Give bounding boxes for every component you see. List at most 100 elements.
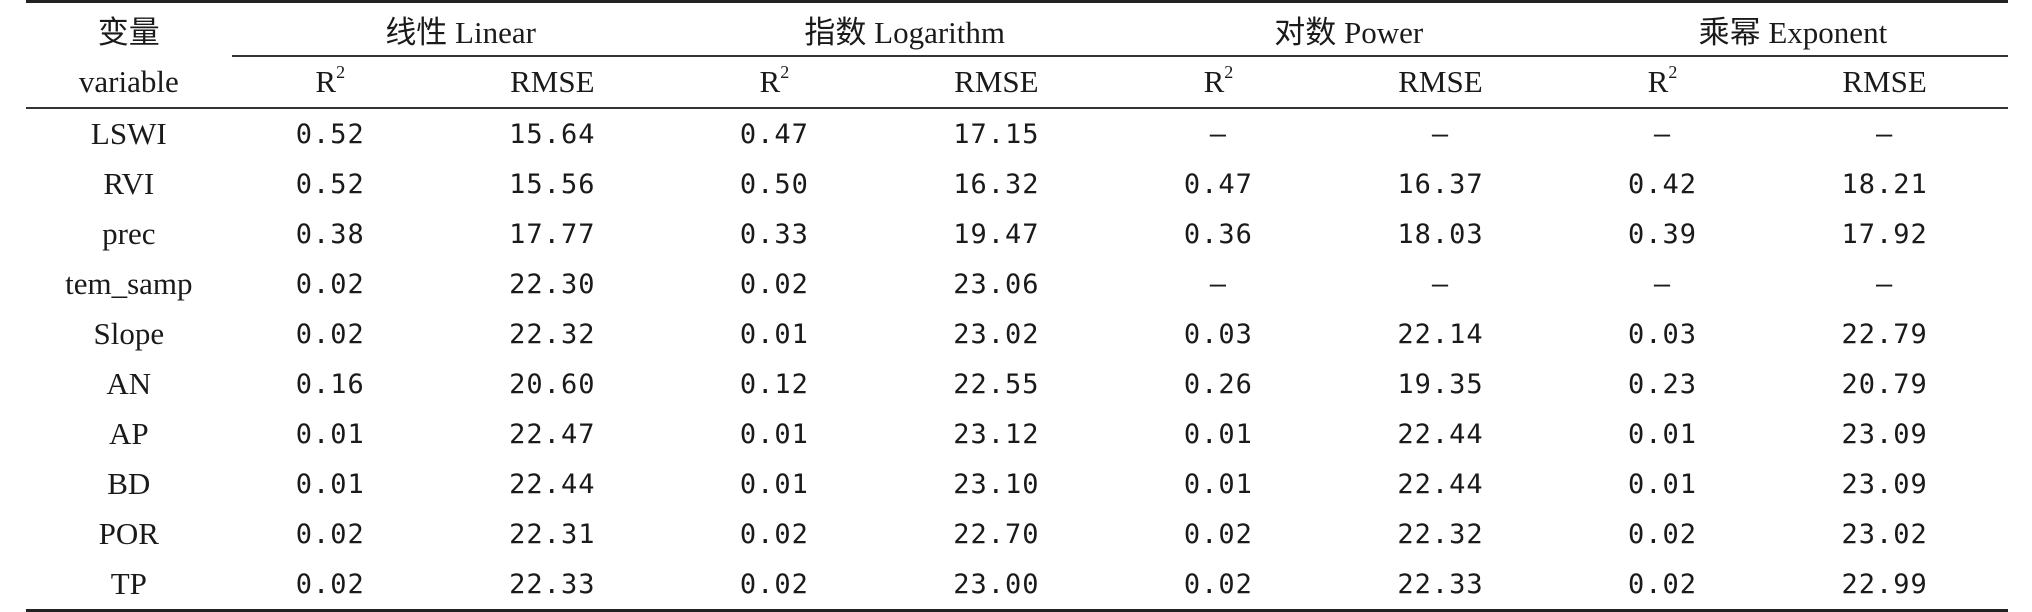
table-row: TP 0.02 22.33 0.02 23.00 0.02 22.33 0.02 22.99 (26, 559, 2008, 612)
group-header-power: 对数 Power (1119, 0, 1564, 57)
power-rmse-cell: 22.44 (1397, 418, 1484, 450)
variable-header-cn: 变量 (26, 0, 232, 56)
exponent-rmse-cell: — (1875, 268, 1894, 300)
exponent-r2-cell: — (1653, 268, 1672, 300)
logarithm-rmse-cell: 23.12 (953, 418, 1040, 450)
linear-r2-cell: 0.02 (295, 318, 365, 350)
table-row: BD 0.01 22.44 0.01 23.10 0.01 22.44 0.01 23.09 (26, 459, 2008, 509)
logarithm-r2-cell: 0.02 (739, 518, 809, 550)
variable-header-en: variable (26, 56, 232, 109)
regression-results-table: 变量 线性 Linear 指数 Logarithm 对数 Power 乘幂 Ex… (26, 0, 2008, 612)
linear-rmse-cell: 22.31 (509, 518, 596, 550)
power-rmse-cell: 19.35 (1397, 368, 1484, 400)
exponent-rmse-cell: 20.79 (1841, 368, 1928, 400)
logarithm-r2-cell: 0.02 (739, 268, 809, 300)
power-r2-cell: 0.26 (1183, 368, 1253, 400)
exponent-rmse-cell: 22.79 (1841, 318, 1928, 350)
exponent-r2-cell: 0.02 (1627, 518, 1697, 550)
exponent-r2-cell: 0.01 (1627, 468, 1697, 500)
header-row-groups: 变量 线性 Linear 指数 Logarithm 对数 Power 乘幂 Ex… (26, 0, 2008, 57)
r2-header: R2 (1119, 56, 1318, 109)
logarithm-r2-cell: 0.01 (739, 318, 809, 350)
linear-rmse-cell: 22.33 (428, 559, 676, 612)
exponent-r2-cell: 0.01 (1627, 418, 1697, 450)
rmse-header: RMSE (1761, 56, 2008, 109)
regression-table-container: 变量 线性 Linear 指数 Logarithm 对数 Power 乘幂 Ex… (26, 0, 2008, 612)
exponent-rmse-cell: 18.21 (1841, 168, 1928, 200)
table-row: tem_samp 0.02 22.30 0.02 23.06 — — — — (26, 259, 2008, 309)
table-row: LSWI 0.52 15.64 0.47 17.15 — — — — (26, 108, 2008, 159)
variable-cell: tem_samp (65, 266, 193, 301)
exponent-rmse-cell: — (1875, 118, 1894, 150)
linear-r2-cell: 0.02 (295, 268, 365, 300)
logarithm-r2-cell: 0.01 (739, 418, 809, 450)
r2-header: R2 (675, 56, 874, 109)
logarithm-rmse-cell: 17.15 (953, 118, 1040, 150)
linear-rmse-cell: 22.32 (509, 318, 596, 350)
linear-r2-cell: 0.02 (231, 559, 429, 612)
power-rmse-cell: 18.03 (1397, 218, 1484, 250)
r2-header: R2 (231, 56, 429, 109)
power-r2-cell: — (1209, 268, 1228, 300)
power-r2-cell: 0.03 (1183, 318, 1253, 350)
exponent-rmse-cell: 23.09 (1841, 468, 1928, 500)
rmse-header: RMSE (1317, 56, 1564, 109)
linear-r2-cell: 0.52 (295, 168, 365, 200)
power-r2-cell: 0.01 (1183, 418, 1253, 450)
power-r2-cell: — (1209, 118, 1228, 150)
logarithm-rmse-cell: 16.32 (953, 168, 1040, 200)
power-r2-cell: 0.01 (1183, 468, 1253, 500)
table-row: RVI 0.52 15.56 0.50 16.32 0.47 16.37 0.42 18.21 (26, 159, 2008, 209)
group-header-logarithm: 指数 Logarithm (675, 0, 1120, 57)
variable-cell: POR (98, 516, 159, 551)
power-r2-cell: 0.02 (1183, 518, 1253, 550)
group-header-linear: 线性 Linear (231, 0, 676, 57)
group-header-exponent: 乘幂 Exponent (1563, 0, 2008, 57)
power-rmse-cell: 22.32 (1397, 518, 1484, 550)
exponent-rmse-cell: 23.02 (1841, 518, 1928, 550)
logarithm-rmse-cell: 22.70 (953, 518, 1040, 550)
linear-r2-cell: 0.16 (295, 368, 365, 400)
linear-r2-cell: 0.38 (295, 218, 365, 250)
linear-r2-cell: 0.02 (295, 518, 365, 550)
power-r2-cell: 0.02 (1119, 559, 1318, 612)
linear-r2-cell: 0.52 (295, 118, 365, 150)
variable-cell: prec (102, 216, 156, 251)
logarithm-rmse-cell: 23.10 (953, 468, 1040, 500)
exponent-rmse-cell: 17.92 (1841, 218, 1928, 250)
exponent-r2-cell: 0.03 (1627, 318, 1697, 350)
linear-rmse-cell: 15.56 (509, 168, 596, 200)
variable-cell: AN (106, 366, 152, 401)
linear-rmse-cell: 22.44 (509, 468, 596, 500)
variable-cell: TP (26, 559, 232, 612)
linear-rmse-cell: 22.47 (509, 418, 596, 450)
exponent-r2-cell: 0.23 (1627, 368, 1697, 400)
power-rmse-cell: 16.37 (1397, 168, 1484, 200)
logarithm-r2-cell: 0.47 (739, 118, 809, 150)
table-row: POR 0.02 22.31 0.02 22.70 0.02 22.32 0.02 23.02 (26, 509, 2008, 559)
linear-rmse-cell: 17.77 (509, 218, 596, 250)
power-r2-cell: 0.36 (1183, 218, 1253, 250)
table-row: AP 0.01 22.47 0.01 23.12 0.01 22.44 0.01 23.09 (26, 409, 2008, 459)
linear-rmse-cell: 15.64 (509, 118, 596, 150)
power-rmse-cell: 22.33 (1317, 559, 1564, 612)
variable-cell: LSWI (90, 116, 167, 151)
logarithm-rmse-cell: 22.55 (953, 368, 1040, 400)
logarithm-r2-cell: 0.12 (739, 368, 809, 400)
logarithm-r2-cell: 0.33 (739, 218, 809, 250)
logarithm-rmse-cell: 23.02 (953, 318, 1040, 350)
rmse-header: RMSE (873, 56, 1120, 109)
table-body: LSWI 0.52 15.64 0.47 17.15 — — — — RVI 0.52 15.56 0.… (26, 108, 2008, 612)
exponent-rmse-cell: 23.09 (1841, 418, 1928, 450)
exponent-r2-cell: — (1653, 118, 1672, 150)
rmse-header: RMSE (428, 56, 676, 109)
exponent-r2-cell: 0.42 (1627, 168, 1697, 200)
linear-rmse-cell: 20.60 (509, 368, 596, 400)
linear-r2-cell: 0.01 (295, 418, 365, 450)
logarithm-r2-cell: 0.02 (675, 559, 874, 612)
power-rmse-cell: — (1431, 268, 1450, 300)
exponent-r2-cell: 0.02 (1563, 559, 1762, 612)
linear-r2-cell: 0.01 (295, 468, 365, 500)
table-row: AN 0.16 20.60 0.12 22.55 0.26 19.35 0.23 20.79 (26, 359, 2008, 409)
exponent-rmse-cell: 22.99 (1761, 559, 2008, 612)
